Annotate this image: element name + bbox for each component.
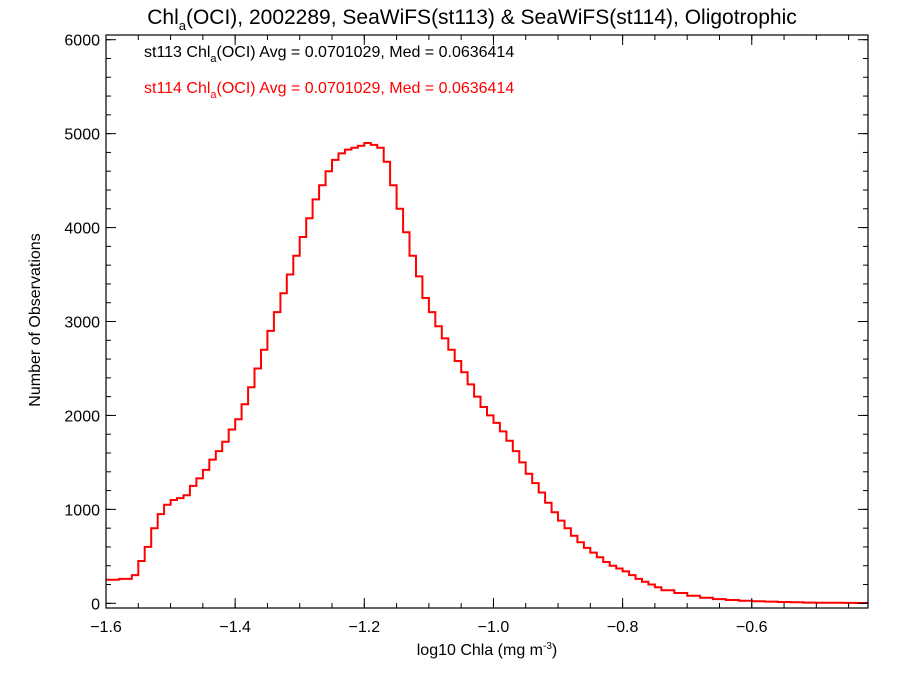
x-tick-label: −1.6 [90, 619, 122, 636]
chart-title: Chla(OCI), 2002289, SeaWiFS(st113) & Sea… [147, 6, 797, 33]
y-axis-label: Number of Observations [27, 233, 44, 406]
x-tick-label: −0.6 [736, 619, 768, 636]
y-tick-label: 5000 [64, 127, 100, 144]
x-tick-label: −0.8 [607, 619, 639, 636]
x-tick-label: −1.4 [219, 619, 251, 636]
legend-entry-st114: st114 Chla(OCI) Avg = 0.0701029, Med = 0… [144, 80, 514, 101]
y-tick-label: 0 [91, 596, 100, 613]
y-tick-label: 3000 [64, 315, 100, 332]
legend-entry-st113: st113 Chla(OCI) Avg = 0.0701029, Med = 0… [144, 44, 514, 65]
histogram-series-line [106, 142, 868, 604]
x-axis-label-superscript: -3 [543, 641, 552, 652]
y-tick-label: 6000 [64, 33, 100, 50]
chart-title-subscript: a [179, 18, 187, 33]
y-tick-label: 4000 [64, 221, 100, 238]
x-axis-label: log10 Chla (mg m-3) [417, 641, 558, 659]
x-tick-label: −1.0 [478, 619, 510, 636]
y-tick-label: 2000 [64, 408, 100, 425]
x-tick-label: −1.2 [349, 619, 381, 636]
plot-frame [105, 34, 869, 609]
y-tick-label: 1000 [64, 502, 100, 519]
